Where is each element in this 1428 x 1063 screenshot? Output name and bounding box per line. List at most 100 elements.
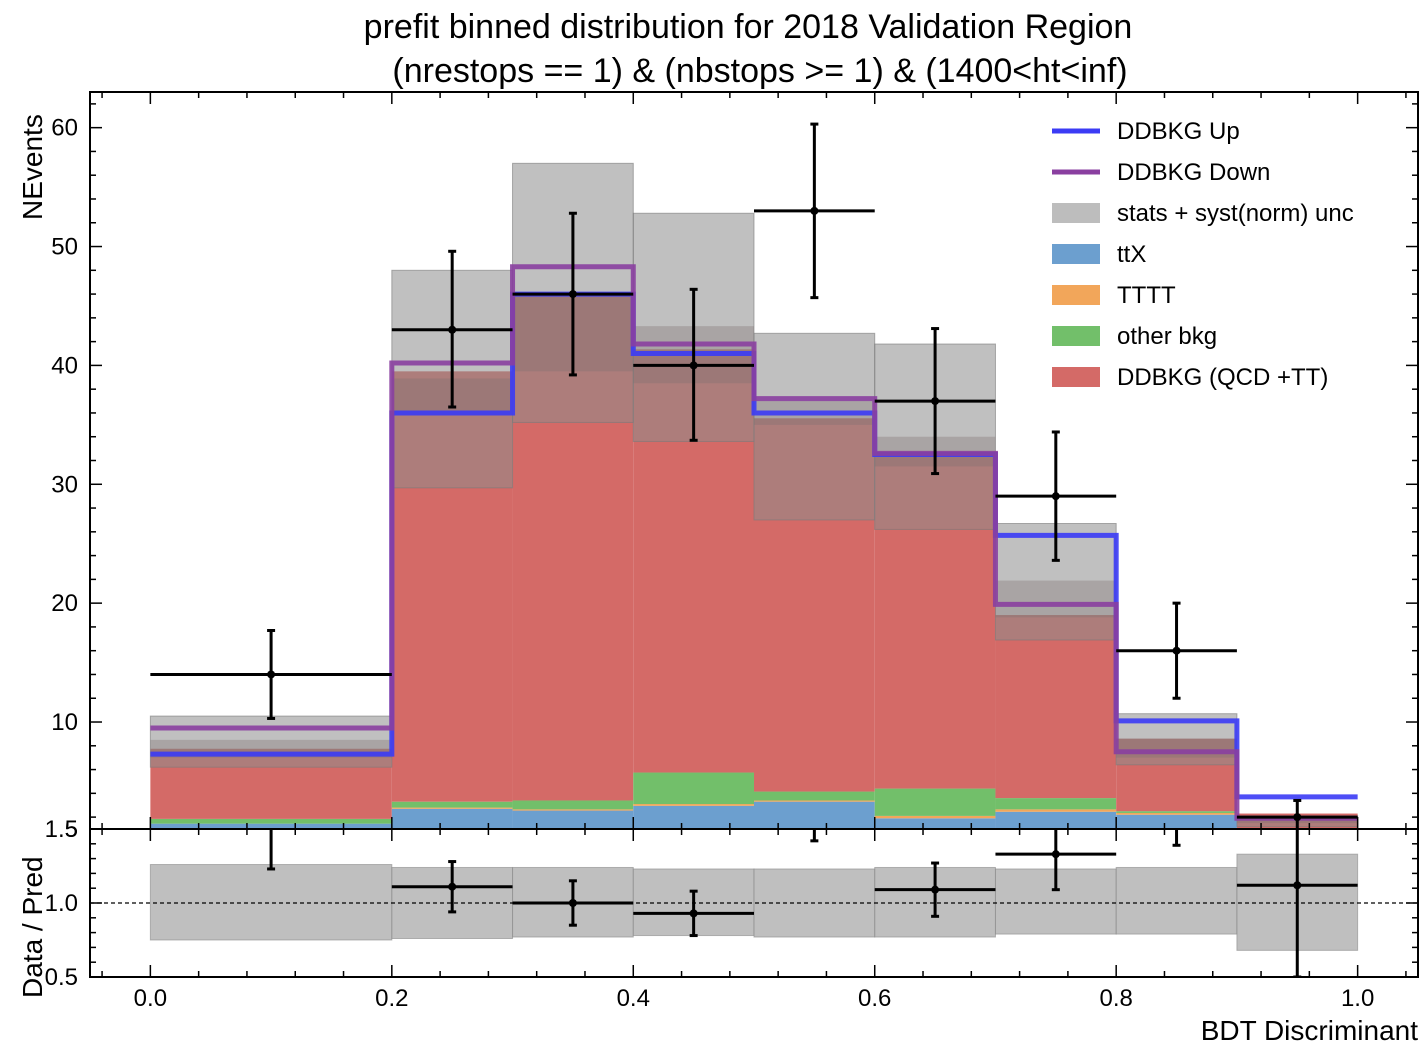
bar-tttt-bin-5 [874, 815, 996, 819]
line-ddbkg-down [150, 264, 1358, 821]
unc-band-bin-4 [753, 332, 876, 521]
bar-ttx-bin-7 [1116, 814, 1237, 829]
x-axis-label: BDT Discriminant [1201, 1015, 1419, 1046]
bar-ttx-bin-2 [512, 810, 634, 829]
bar-other-bkg-bin-2 [512, 800, 634, 810]
bar-tttt-bin-2 [512, 809, 634, 811]
bar-ttx-bin-4 [754, 801, 875, 829]
legend-label-5: other bkg [1117, 323, 1217, 350]
main-plot-area [149, 122, 1359, 829]
ratio-point-2 [512, 879, 634, 927]
x-tick-label-1: 0.2 [375, 985, 408, 1012]
x-tick-label-5: 1.0 [1341, 985, 1374, 1012]
data-marker-1 [448, 325, 457, 334]
bar-ttx-bin-1 [391, 808, 513, 829]
data-point-5 [874, 327, 996, 476]
data-point-1 [391, 249, 513, 409]
x-tick-label-0: 0.0 [134, 985, 167, 1012]
line-ddbkg-up [150, 291, 1358, 800]
legend-item-2: stats + syst(norm) unc [1052, 200, 1354, 227]
bar-other-bkg-bin-7 [1116, 811, 1237, 813]
ratio-marker-6 [1051, 850, 1060, 859]
legend-label-4: TTTT [1117, 282, 1176, 309]
bar-ttx-bin-5 [874, 818, 996, 829]
y-top-tick-label-1: 20 [51, 590, 78, 617]
legend-item-5: other bkg [1052, 323, 1217, 350]
ratio-marker-5 [931, 885, 940, 894]
data-point-4 [754, 122, 875, 300]
x-tick-label-4: 0.8 [1099, 985, 1132, 1012]
unc-band-inner-bin-6 [995, 580, 1117, 618]
chart-title-line-1: prefit binned distribution for 2018 Vali… [364, 8, 1133, 46]
y-top-tick-label-0: 10 [51, 709, 78, 736]
unc-band-bin-0 [149, 715, 393, 768]
y-bottom-tick-label-1: 1.0 [45, 890, 78, 917]
ratio-point-1 [391, 860, 513, 914]
ratio-point-6 [995, 829, 1117, 892]
ratio-point-3 [633, 889, 754, 938]
data-point-2 [512, 211, 634, 377]
ratio-point-8 [1236, 829, 1358, 977]
data-marker-2 [568, 290, 577, 299]
legend-item-3: ttX [1052, 241, 1146, 268]
data-point-6 [995, 430, 1117, 562]
y-bottom-tick-label-2: 1.5 [45, 816, 78, 843]
y-top-tick-label-2: 30 [51, 471, 78, 498]
ratio-marker-1 [448, 882, 457, 891]
legend-item-6: DDBKG (QCD +TT) [1052, 364, 1328, 391]
unc-band-inner-bin-7 [1116, 738, 1237, 758]
data-point-0 [150, 628, 392, 720]
y-top-tick-label-4: 50 [51, 234, 78, 261]
bar-tttt-bin-7 [1116, 812, 1237, 815]
bar-other-bkg-bin-3 [633, 772, 754, 805]
data-marker-7 [1172, 646, 1181, 655]
legend-label-1: DDBKG Down [1117, 159, 1270, 186]
y-axis-label-top: NEvents [17, 114, 48, 220]
chart-title-line-2: (nrestops == 1) & (nbstops >= 1) & (1400… [392, 52, 1127, 90]
data-marker-8 [1293, 813, 1302, 822]
legend-label-0: DDBKG Up [1117, 118, 1240, 145]
x-tick-label-2: 0.4 [617, 985, 650, 1012]
legend-label-6: DDBKG (QCD +TT) [1117, 364, 1328, 391]
bar-other-bkg-bin-6 [995, 798, 1117, 810]
y-top-tick-label-3: 40 [51, 352, 78, 379]
legend-swatch-box-2 [1052, 203, 1100, 223]
legend-swatch-box-5 [1052, 326, 1100, 346]
bar-ttx-bin-0 [150, 823, 392, 829]
ratio-point-7 [1172, 829, 1181, 847]
data-marker-3 [689, 361, 698, 370]
legend-label-3: ttX [1117, 241, 1146, 268]
legend-item-1: DDBKG Down [1052, 159, 1270, 186]
ratio-marker-8 [1293, 881, 1302, 890]
data-point-7 [1116, 601, 1237, 700]
data-point-8 [1236, 798, 1358, 829]
y-bottom-tick-label-0: 0.5 [45, 964, 78, 991]
x-tick-label-3: 0.6 [858, 985, 891, 1012]
bar-other-bkg-bin-1 [391, 801, 513, 808]
bar-ddbkg-bin-6 [995, 615, 1117, 799]
bar-other-bkg-bin-0 [150, 818, 392, 824]
legend-swatch-box-3 [1052, 244, 1100, 264]
bar-ttx-bin-3 [633, 805, 754, 829]
legend-label-2: stats + syst(norm) unc [1117, 200, 1354, 227]
y-top-tick-label-overlap: 5 [65, 816, 78, 843]
bar-tttt-bin-6 [995, 809, 1117, 812]
axes-layer: 0.0 0.2 0.4 0.6 0.8 1.0 10 20 30 40 50 60 0.5 1.0 1.55 [45, 91, 1419, 1012]
ratio-unc-band-bin-7 [1115, 866, 1238, 935]
data-point-3 [633, 287, 754, 442]
ratio-point-0 [267, 829, 276, 871]
bar-tttt-bin-4 [754, 800, 875, 802]
data-marker-5 [931, 397, 940, 406]
bar-other-bkg-bin-5 [874, 788, 996, 816]
ratio-plot-area [90, 829, 1418, 977]
data-marker-4 [810, 206, 819, 215]
data-marker-6 [1051, 492, 1060, 501]
bar-tttt-bin-1 [391, 807, 513, 809]
legend-swatch-box-4 [1052, 285, 1100, 305]
ratio-marker-3 [689, 909, 698, 918]
legend: DDBKG Up DDBKG Down stats + syst(norm) unc… [1052, 118, 1354, 391]
ratio-point-5 [874, 861, 996, 918]
bar-tttt-bin-3 [633, 804, 754, 806]
